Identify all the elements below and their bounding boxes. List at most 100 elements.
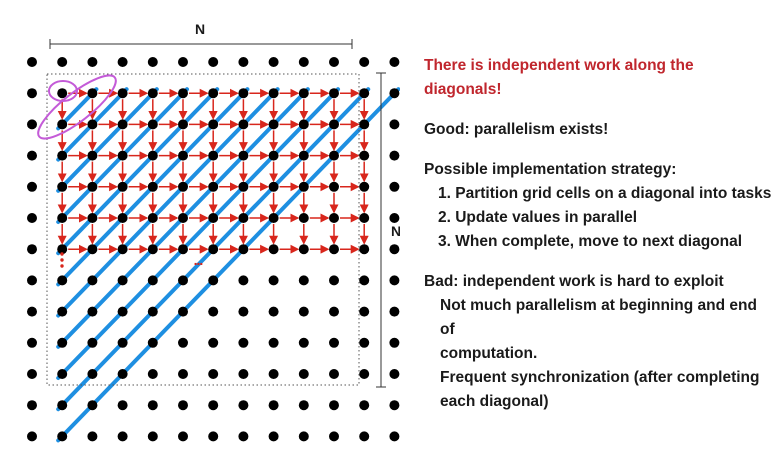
grid-cell-dot bbox=[329, 306, 339, 317]
grid-cell-dot bbox=[208, 275, 219, 286]
grid-cell-dot bbox=[178, 337, 188, 348]
grid-cell-dot bbox=[329, 369, 339, 379]
grid-cell-dot bbox=[389, 213, 400, 223]
grid-cell-dot bbox=[57, 181, 68, 192]
grid-cell-dot bbox=[238, 337, 249, 348]
grid-cell-dot bbox=[27, 275, 37, 286]
strategy-step: 3. When complete, move to next diagonal bbox=[438, 233, 743, 250]
interior-region-border bbox=[46, 73, 360, 386]
grid-cell-dot bbox=[117, 337, 128, 348]
grid-cell-dot bbox=[298, 150, 309, 161]
grid-cell-dot bbox=[238, 275, 249, 286]
grid-cell-dot bbox=[298, 431, 309, 442]
diagonal-line bbox=[56, 87, 220, 256]
grid-cell-dot bbox=[208, 181, 219, 192]
grid-cell-dot bbox=[178, 431, 188, 442]
headline: There is independent work along the diag… bbox=[424, 57, 694, 98]
strategy-step: 2. Update values in parallel bbox=[438, 209, 637, 226]
grid-cell-dot bbox=[27, 400, 37, 411]
grid-cell-dot bbox=[27, 306, 37, 317]
grid-cell-dot bbox=[27, 88, 37, 99]
grid-cell-dot bbox=[238, 88, 249, 99]
grid-cell-dot bbox=[147, 306, 158, 317]
grid-cell-dot bbox=[87, 306, 98, 317]
grid-cell-dot bbox=[329, 181, 339, 192]
grid-cell-dot bbox=[268, 150, 279, 161]
grid-cell-dot bbox=[27, 181, 37, 192]
grid-cell-dot bbox=[117, 119, 128, 130]
grid-cell-dot bbox=[238, 150, 249, 161]
top-dimension-label: N bbox=[195, 21, 205, 37]
grid-cell-dot bbox=[27, 431, 37, 442]
grid-cell-dot bbox=[359, 431, 370, 442]
grid-cell-dot bbox=[298, 306, 309, 317]
grid-cell-dot bbox=[208, 431, 219, 442]
strategy-title: Possible implementation strategy: bbox=[424, 161, 677, 178]
grid-cell-dot bbox=[238, 181, 249, 192]
grid-cell-dot bbox=[178, 119, 188, 130]
grid-cell-dot bbox=[268, 369, 279, 379]
grid-cell-dot bbox=[87, 369, 98, 379]
grid-cell-dot bbox=[147, 150, 158, 161]
grid-cell-dot bbox=[178, 88, 188, 99]
grid-cell-dot bbox=[389, 369, 400, 379]
grid-cell-dot bbox=[117, 181, 128, 192]
grid-cell-dot bbox=[238, 244, 249, 255]
grid-cell-dot bbox=[329, 400, 339, 411]
bad-point-line: Frequent synchronization (after completi… bbox=[440, 369, 760, 386]
grid-cell-dot bbox=[27, 337, 37, 348]
grid-cell-dot bbox=[389, 119, 400, 130]
text-panel: There is independent work along the diag… bbox=[424, 54, 772, 414]
grid-diagram: N N ... bbox=[27, 21, 400, 443]
grid-cell-dot bbox=[389, 400, 400, 411]
grid-cell-dot bbox=[329, 57, 339, 67]
grid-cell-dot bbox=[117, 150, 128, 161]
grid-cell-dot bbox=[359, 213, 370, 223]
grid-cell-dot bbox=[268, 244, 279, 255]
grid-cell-dot bbox=[268, 431, 279, 442]
grid-cell-dot bbox=[178, 369, 188, 379]
grid-cell-dot bbox=[298, 244, 309, 255]
grid-cell-dot bbox=[268, 57, 279, 67]
grid-cell-dot bbox=[389, 275, 400, 286]
grid-cell-dot bbox=[147, 88, 158, 99]
diagonal-line bbox=[56, 87, 159, 193]
bad-point-line: computation. bbox=[440, 345, 538, 362]
grid-cell-dot bbox=[27, 244, 37, 255]
grid-cell-dot bbox=[298, 213, 309, 223]
diagonal-wavefront-lines bbox=[56, 87, 400, 443]
grid-cell-dot bbox=[57, 57, 68, 67]
grid-cell-dot bbox=[329, 88, 339, 99]
grid-cell-dot bbox=[208, 337, 219, 348]
grid-cell-dot bbox=[208, 400, 219, 411]
grid-cell-dot bbox=[329, 150, 339, 161]
strategy-step: 1. Partition grid cells on a diagonal in… bbox=[438, 185, 772, 202]
grid-cells bbox=[27, 57, 400, 442]
grid-cell-dot bbox=[238, 400, 249, 411]
grid-cell-dot bbox=[87, 57, 98, 67]
grid-cell-dot bbox=[208, 213, 219, 223]
grid-cell-dot bbox=[298, 57, 309, 67]
grid-cell-dot bbox=[298, 337, 309, 348]
good-point: Good: parallelism exists! bbox=[424, 121, 609, 138]
grid-cell-dot bbox=[329, 213, 339, 223]
grid-cell-dot bbox=[117, 400, 128, 411]
grid-cell-dot bbox=[208, 88, 219, 99]
grid-cell-dot bbox=[329, 337, 339, 348]
grid-cell-dot bbox=[359, 150, 370, 161]
grid-cell-dot bbox=[359, 337, 370, 348]
grid-cell-dot bbox=[208, 57, 219, 67]
grid-cell-dot bbox=[147, 181, 158, 192]
grid-cell-dot bbox=[298, 88, 309, 99]
grid-cell-dot bbox=[329, 275, 339, 286]
grid-cell-dot bbox=[147, 57, 158, 67]
dependency-arrows bbox=[57, 88, 369, 254]
grid-cell-dot bbox=[117, 57, 128, 67]
grid-cell-dot bbox=[238, 306, 249, 317]
grid-cell-dot bbox=[27, 213, 37, 223]
grid-cell-dot bbox=[359, 306, 370, 317]
grid-cell-dot bbox=[238, 431, 249, 442]
grid-cell-dot bbox=[57, 400, 68, 411]
grid-cell-dot bbox=[178, 400, 188, 411]
